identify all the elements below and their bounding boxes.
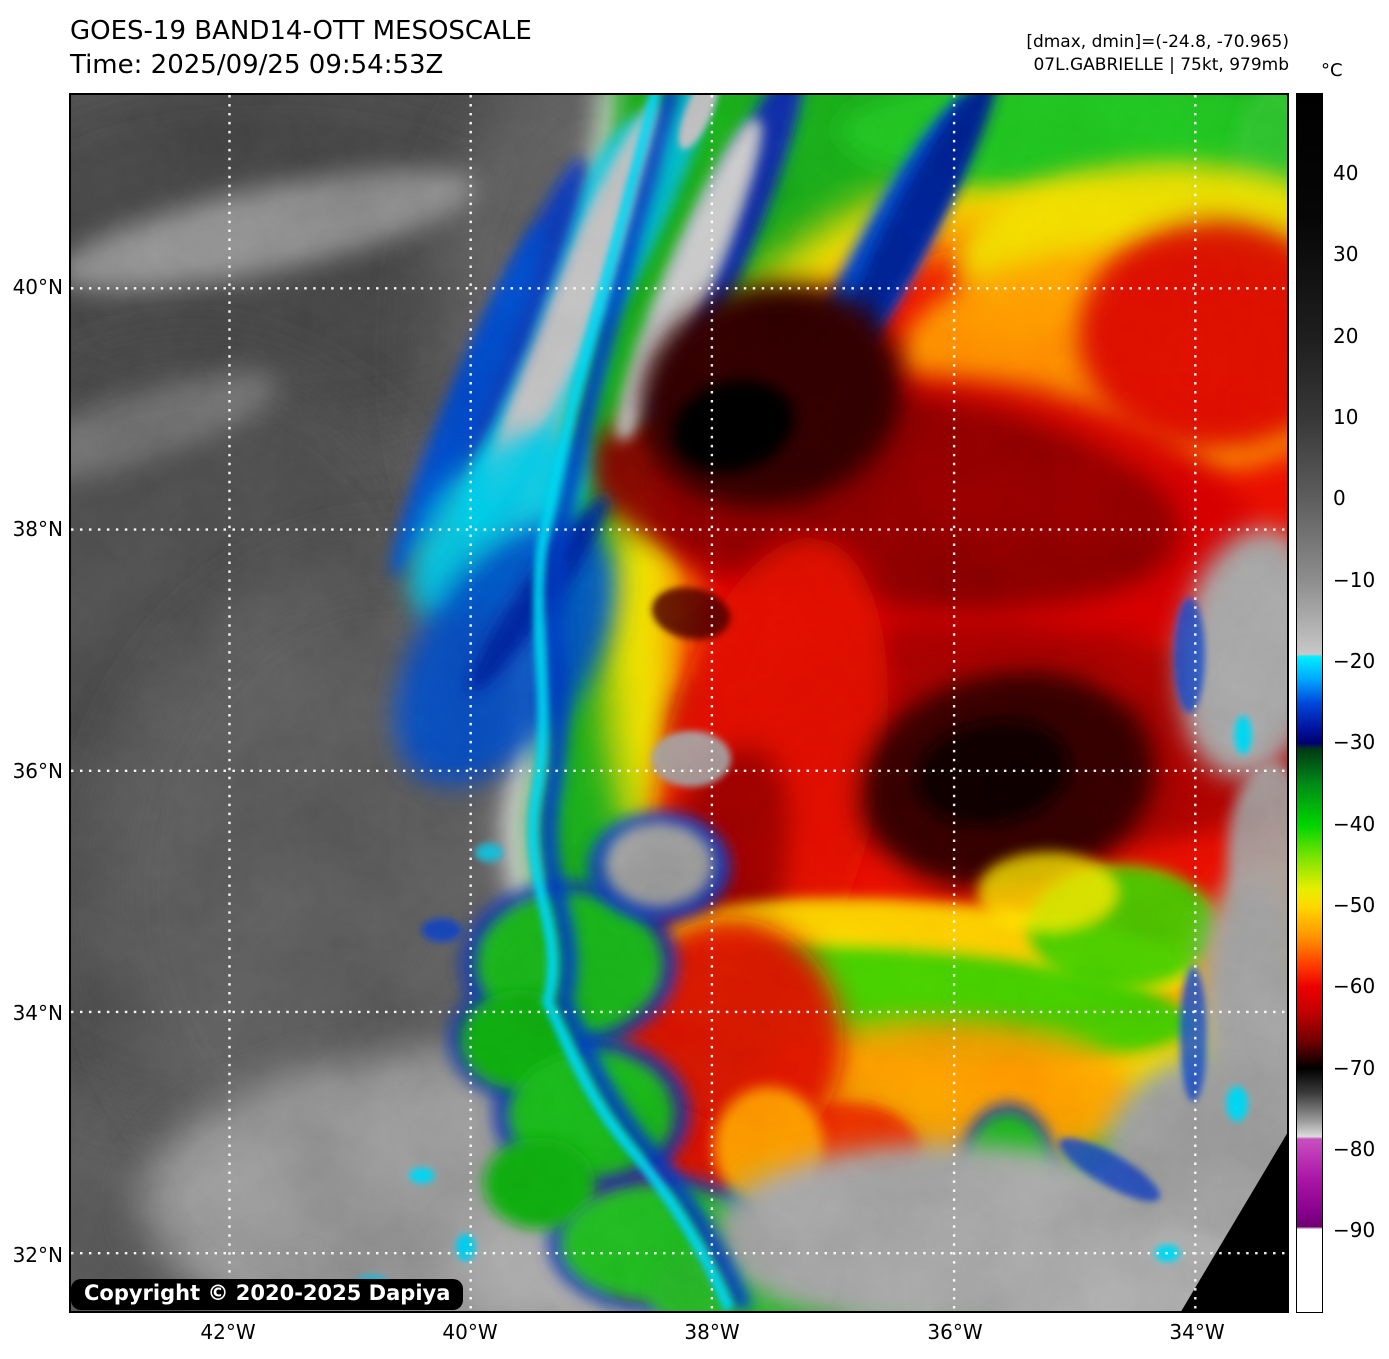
colorbar-tick-label: 40 (1333, 161, 1359, 185)
colorbar-tick-label: 20 (1333, 323, 1359, 348)
lon-tick-label: 38°W (684, 1320, 740, 1344)
storm-info: 07L.GABRIELLE | 75kt, 979mb (1033, 55, 1289, 75)
noise-texture (71, 95, 1287, 1311)
colorbar-tick-label: −20 (1333, 648, 1376, 673)
colorbar-gradient (1297, 94, 1322, 1312)
colorbar (1296, 93, 1323, 1313)
lat-tick-label: 32°N (12, 1243, 63, 1267)
colorbar-tick-label: −30 (1333, 730, 1376, 755)
page-time: Time: 2025/09/25 09:54:53Z (70, 50, 444, 80)
colorbar-tick-label: 10 (1333, 404, 1359, 429)
colorbar-tick-label: −80 (1333, 1136, 1376, 1161)
lon-tick-label: 40°W (442, 1320, 498, 1344)
colorbar-tick-label: 0 (1333, 486, 1346, 511)
lat-tick-label: 38°N (12, 517, 63, 541)
page-title: GOES-19 BAND14-OTT MESOSCALE (70, 16, 532, 46)
lon-tick-label: 42°W (200, 1320, 256, 1344)
storm-annotation: [dmax, dmin]=(-24.8, -70.965) 07L.GABRIE… (789, 31, 1289, 77)
colorbar-unit-label: °C (1321, 60, 1343, 81)
satellite-map: Copyright © 2020-2025 Dapiya (69, 93, 1289, 1313)
lon-tick-label: 34°W (1169, 1320, 1225, 1344)
colorbar-tick-label: −50 (1333, 892, 1376, 917)
colorbar-tick-label: −90 (1333, 1218, 1376, 1243)
copyright-badge: Copyright © 2020-2025 Dapiya (71, 1279, 464, 1310)
colorbar-tick-label: −10 (1333, 567, 1376, 592)
colorbar-tick-label: −60 (1333, 974, 1376, 999)
dmax-dmin-readout: [dmax, dmin]=(-24.8, -70.965) (1026, 32, 1289, 52)
colorbar-tick-label: −70 (1333, 1055, 1376, 1080)
lat-tick-label: 40°N (12, 275, 63, 299)
colorbar-tick-label: −40 (1333, 811, 1376, 836)
lon-tick-label: 36°W (927, 1320, 983, 1344)
colorbar-tick-label: 30 (1333, 242, 1359, 267)
satellite-ir-image (71, 95, 1287, 1311)
no-data-wedge (1181, 1133, 1287, 1311)
lat-tick-label: 36°N (12, 759, 63, 783)
lat-tick-label: 34°N (12, 1001, 63, 1025)
